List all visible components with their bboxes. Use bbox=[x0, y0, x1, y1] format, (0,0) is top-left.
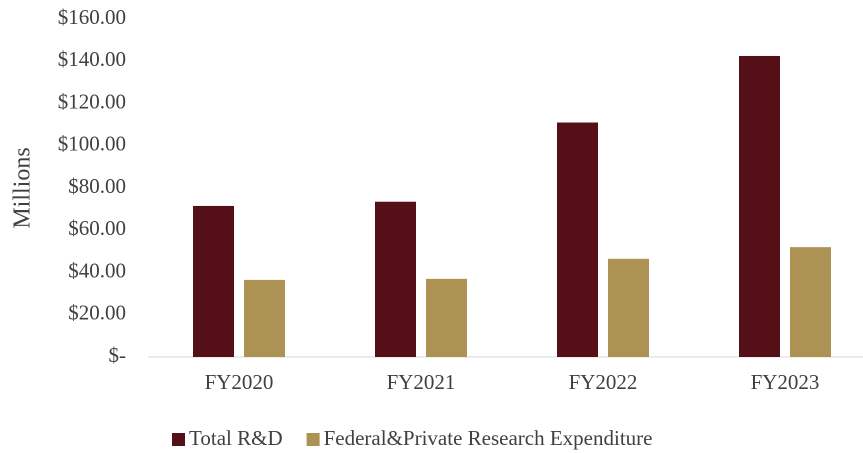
y-tick-label: $100.00 bbox=[58, 132, 126, 156]
y-tick-label: $- bbox=[109, 343, 127, 367]
x-tick-label: FY2023 bbox=[751, 370, 820, 394]
legend-label: Total R&D bbox=[189, 426, 283, 450]
y-tick-label: $120.00 bbox=[58, 89, 126, 113]
legend-swatch bbox=[172, 433, 185, 446]
legend-swatch bbox=[306, 433, 320, 446]
bar bbox=[375, 201, 416, 357]
bar bbox=[426, 278, 467, 357]
bar bbox=[244, 279, 285, 357]
y-tick-label: $40.00 bbox=[68, 258, 126, 282]
bar bbox=[739, 55, 780, 357]
x-tick-label: FY2020 bbox=[205, 370, 274, 394]
y-tick-label: $140.00 bbox=[58, 47, 126, 71]
bar bbox=[557, 122, 598, 357]
x-tick-label: FY2021 bbox=[387, 370, 456, 394]
bar bbox=[790, 247, 831, 357]
x-tick-label: FY2022 bbox=[569, 370, 638, 394]
bar bbox=[193, 205, 234, 357]
bar bbox=[608, 258, 649, 357]
y-tick-label: $60.00 bbox=[68, 216, 126, 240]
y-tick-label: $80.00 bbox=[68, 174, 126, 198]
y-tick-label: $20.00 bbox=[68, 301, 126, 325]
y-axis-label: Millions bbox=[10, 147, 36, 228]
y-tick-label: $160.00 bbox=[58, 5, 126, 29]
legend-label: Federal&Private Research Expenditure bbox=[324, 426, 653, 450]
